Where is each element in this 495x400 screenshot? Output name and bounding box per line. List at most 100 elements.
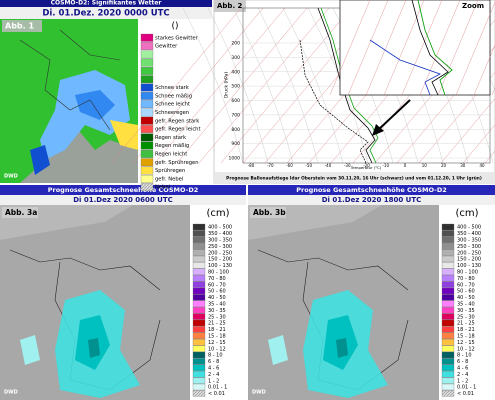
isotherm (347, 0, 389, 96)
legend-label: 4 - 6 (208, 366, 219, 372)
drizzle-area (110, 120, 138, 150)
legend-label: 18 - 21 (208, 327, 226, 333)
legend-label: Regen mäßig (155, 143, 189, 149)
legend-label: Schnee stark (155, 85, 189, 91)
label-box (250, 207, 286, 218)
legend-swatch (140, 183, 154, 192)
header-bar (0, 0, 212, 7)
legend-label: < 0.01 (208, 391, 225, 397)
legend-label: 100 - 130 (208, 263, 232, 269)
legend-swatch (192, 358, 206, 365)
date-bar (0, 7, 212, 19)
caption: Prognose Ballonaufstiege Idar Oberstein … (226, 176, 482, 182)
dry-adiabat (232, 7, 294, 164)
isotherm (440, 98, 495, 164)
x-tick-label: -50 (305, 163, 312, 168)
dry-adiabat (257, 7, 319, 164)
x-tick-label: -80 (248, 163, 255, 168)
x-axis-title: Temperatur (°C) (350, 165, 382, 170)
legend-swatch (140, 116, 154, 125)
legend-swatch (140, 150, 154, 158)
legend-label: 40 - 50 (208, 295, 226, 301)
legend-swatch (140, 67, 154, 75)
y-axis-title: Druck (hPa) (224, 72, 230, 99)
caption-bar (214, 172, 495, 183)
legend-swatch (441, 345, 455, 352)
date-bar (0, 195, 246, 205)
legend-swatch (192, 275, 206, 282)
legend-label: 10 - 12 (208, 346, 226, 352)
legend-swatch (140, 100, 154, 109)
legend-swatch (140, 91, 154, 100)
legend-label: 50 - 60 (457, 289, 475, 295)
panel-label: Abb. 2 (217, 2, 243, 10)
legend-swatch (441, 371, 455, 378)
legend-label: 21 - 25 (208, 321, 226, 327)
legend-swatch (192, 262, 206, 269)
temperature-profile (317, 7, 376, 164)
legend-swatch (441, 351, 455, 359)
date-bar (248, 195, 495, 205)
legend-swatch (192, 364, 206, 371)
legend-swatch (140, 174, 154, 183)
legend-label: 100 - 130 (457, 263, 481, 269)
legend-swatch (192, 377, 206, 384)
y-tick-label: 500 (231, 84, 240, 90)
legend-swatch (192, 345, 206, 352)
isotherm (383, 0, 425, 96)
legend-label: Regen leicht (155, 152, 187, 158)
y-tick-label: 800 (231, 127, 240, 133)
panel-label: Abb. 1 (5, 22, 34, 31)
snow-area (75, 90, 115, 120)
legend-swatch (441, 300, 455, 307)
unit: (cm) (206, 208, 229, 219)
legend-swatch (441, 364, 455, 371)
logo: DWD (252, 390, 266, 396)
legend-label: 21 - 25 (457, 321, 475, 327)
legend-swatch (140, 42, 154, 50)
logo: DWD (4, 174, 18, 180)
temperature-profile (320, 7, 379, 164)
date: Di. 01.Dez. 2020 0000 UTC (42, 9, 169, 19)
legend-swatch (441, 326, 455, 333)
legend-swatch (441, 243, 455, 250)
legend-label: 400 - 500 (208, 225, 232, 231)
x-tick-label: 20 (441, 163, 447, 168)
legend-swatch (441, 332, 455, 339)
legend-label: 150 - 200 (208, 257, 232, 263)
legend-label: 250 - 300 (457, 244, 481, 250)
legend-swatch (192, 223, 206, 231)
label-box (2, 20, 42, 32)
isotherm (419, 0, 461, 96)
legend-label: 60 - 70 (457, 282, 475, 288)
snow-area (20, 335, 40, 365)
legend-swatch (441, 383, 455, 391)
isotherm (437, 0, 479, 96)
legend-swatch (441, 287, 455, 295)
x-tick-label: -20 (363, 163, 370, 168)
legend-label: 400 - 500 (457, 225, 481, 231)
x-tick-label: 10 (422, 163, 428, 168)
legend-label: 1 - 2 (457, 378, 468, 384)
isotherm (462, 124, 495, 164)
legend-label: 1 - 2 (208, 378, 219, 384)
x-tick-label: -30 (344, 163, 351, 168)
border (19, 29, 121, 131)
legend-swatch (192, 313, 206, 320)
zoom-label: Zoom (462, 2, 484, 10)
legend-label: 30 - 35 (208, 308, 226, 314)
legend-label: 25 - 30 (208, 314, 226, 320)
legend-swatch (441, 377, 455, 384)
legend-swatch (441, 249, 455, 256)
legend-label: 50 - 60 (208, 289, 226, 295)
legend-label: gefr. Nebel (155, 176, 183, 182)
legend-swatch (441, 262, 455, 269)
legend-label: 70 - 80 (208, 276, 226, 282)
isotherm (365, 0, 407, 96)
legend-label: 300 - 350 (457, 238, 481, 244)
legend-label: Schnee leicht (155, 102, 190, 108)
legend-swatch (140, 33, 154, 42)
y-tick-label: 1000 (229, 156, 241, 162)
legend-swatch (441, 390, 455, 397)
temperature-profile (417, 0, 453, 96)
